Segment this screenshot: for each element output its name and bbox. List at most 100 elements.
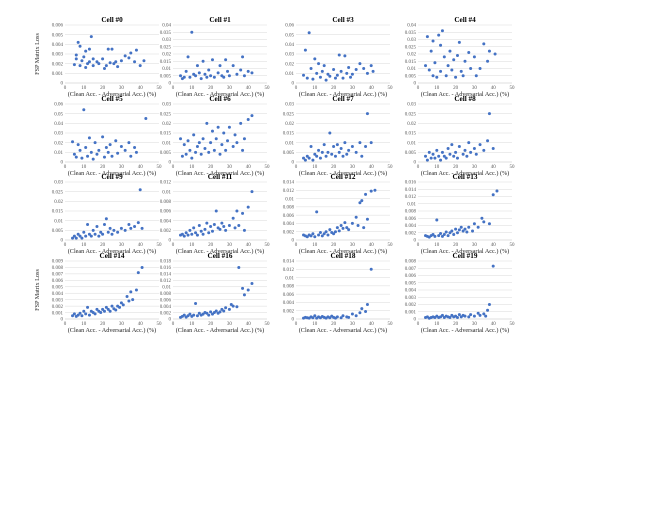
y-tick-label: 0.015 <box>160 60 172 65</box>
data-point <box>214 309 218 313</box>
data-point <box>425 158 429 162</box>
data-point <box>446 146 450 150</box>
x-tick-label: 50 <box>157 322 163 327</box>
data-point <box>322 64 326 68</box>
x-tick-label: 0 <box>295 322 298 327</box>
data-point <box>333 230 337 234</box>
y-tick-label: 0.001 <box>52 72 64 77</box>
y-tick-label: 0.025 <box>405 112 417 117</box>
y-tick-label: 0.01 <box>54 151 63 156</box>
data-point <box>493 52 497 56</box>
data-point <box>71 140 75 144</box>
data-point <box>302 156 306 160</box>
x-tick-label: 50 <box>510 86 516 91</box>
data-point <box>457 145 461 149</box>
data-point <box>324 78 328 82</box>
data-point <box>179 137 183 141</box>
data-point <box>358 201 362 205</box>
y-tick-label: 0.01 <box>162 190 171 195</box>
data-point <box>241 211 245 215</box>
data-point <box>74 155 78 159</box>
data-point <box>129 154 133 158</box>
data-point <box>424 64 428 68</box>
subplot-title: Cell #11 <box>208 173 233 181</box>
data-point <box>486 59 490 63</box>
data-point <box>437 154 441 158</box>
data-point <box>205 311 209 315</box>
data-point <box>332 67 336 71</box>
x-tick-label: 20 <box>100 165 106 170</box>
data-point <box>144 117 148 120</box>
data-point <box>463 314 467 318</box>
data-point <box>337 53 341 57</box>
data-point <box>133 60 137 64</box>
data-point <box>476 311 480 315</box>
data-point <box>237 224 241 227</box>
data-point <box>133 224 137 228</box>
data-point <box>311 158 315 162</box>
y-tick-label: 0.001 <box>52 311 64 316</box>
x-tick-label: 30 <box>119 165 125 170</box>
x-tick-label: 30 <box>350 165 356 170</box>
x-tick-label: 30 <box>119 86 125 91</box>
data-point <box>239 121 243 125</box>
y-tick-label: 0.015 <box>52 210 64 215</box>
x-tick-label: 0 <box>64 243 67 248</box>
data-point <box>222 309 226 313</box>
data-point <box>345 152 349 156</box>
y-tick-label: 0.014 <box>283 181 295 186</box>
subplot-4: Cell #4 0 0.005 0.01 0.015 0.02 0.025 0.03 0.035… <box>405 16 515 98</box>
x-tick-label: 40 <box>491 243 497 248</box>
x-tick-label: 10 <box>312 86 318 91</box>
data-point <box>209 224 213 228</box>
x-tick-label: 0 <box>417 322 420 327</box>
data-point <box>459 225 463 229</box>
y-tick-label: 0.002 <box>405 303 417 308</box>
data-point <box>87 313 91 317</box>
data-point <box>435 148 439 152</box>
data-point <box>347 228 351 232</box>
x-tick-label: 40 <box>369 243 375 248</box>
data-point <box>207 150 211 154</box>
data-point <box>472 314 476 318</box>
x-tick-label: 40 <box>491 165 497 170</box>
data-point <box>452 58 456 62</box>
x-tick-label: 20 <box>331 243 337 248</box>
data-point <box>446 234 450 238</box>
x-tick-label: 10 <box>312 165 318 170</box>
x-axis-label: (Clean Acc. - Adversarial Acc.) (%) <box>299 248 387 255</box>
data-point <box>463 148 467 152</box>
data-point <box>317 233 321 237</box>
data-point <box>341 314 345 318</box>
y-tick-label: 0.014 <box>283 260 295 265</box>
data-point <box>190 156 194 160</box>
x-tick-label: 40 <box>246 243 252 248</box>
data-point <box>227 74 231 78</box>
data-point <box>182 75 186 79</box>
data-point <box>91 228 95 232</box>
data-point <box>106 307 110 311</box>
data-point <box>333 76 337 80</box>
subplot-title: Cell #5 <box>101 95 123 103</box>
x-tick-label: 20 <box>208 165 214 170</box>
data-point <box>182 143 186 147</box>
data-point <box>365 71 369 75</box>
data-point <box>186 233 190 237</box>
data-point <box>455 156 459 160</box>
x-axis-label: (Clean Acc. - Adversarial Acc.) (%) <box>421 248 509 255</box>
data-point <box>487 49 491 53</box>
x-tick-label: 40 <box>246 86 252 91</box>
subplot-title: Cell #14 <box>100 252 125 260</box>
y-tick-label: 0.02 <box>285 62 294 67</box>
y-tick-label: 0.01 <box>285 72 294 77</box>
x-tick-label: 20 <box>453 86 459 91</box>
y-tick-label: 0.002 <box>160 229 172 234</box>
data-point <box>369 64 373 68</box>
data-point <box>112 62 116 66</box>
data-point <box>84 146 88 149</box>
data-point <box>95 307 99 311</box>
x-tick-label: 10 <box>434 86 440 91</box>
data-point <box>212 75 216 79</box>
data-point <box>454 150 458 154</box>
data-point <box>82 55 86 59</box>
